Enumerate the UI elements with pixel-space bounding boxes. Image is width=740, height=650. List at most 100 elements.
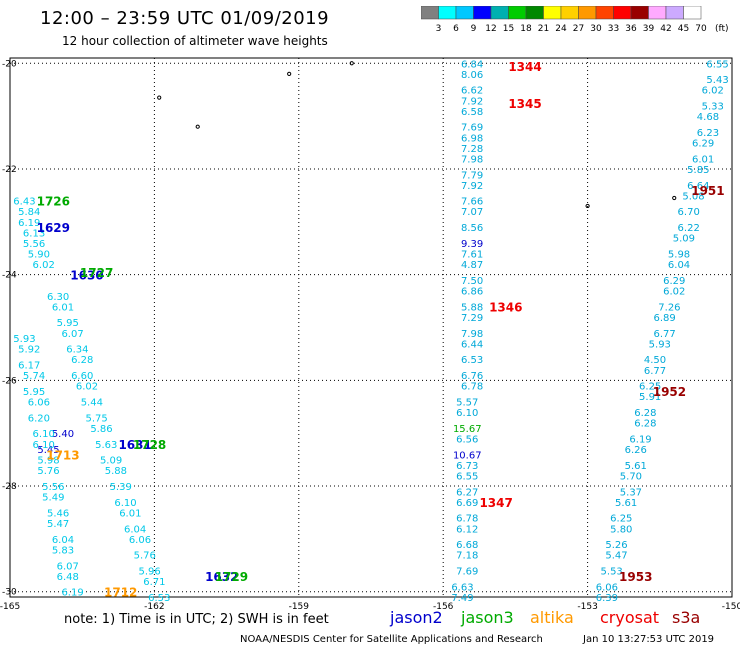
pass-id-label: 1952 (653, 385, 686, 399)
color-scale-bar: 3 6 9 12 15 18 21 24 27 30 33 36 39 42 45 70 (ft) (421, 6, 729, 34)
swh-value-label: 6.28 (71, 355, 93, 366)
colorbar-tick-label: 45 (678, 24, 689, 34)
swh-value-label: 5.40 (52, 429, 74, 440)
swh-value-label: 6.71 (143, 577, 165, 588)
swh-value-label: 6.01 (692, 154, 714, 165)
swh-value-label: 6.07 (57, 561, 79, 572)
swh-value-label: 6.58 (461, 107, 483, 118)
legend-altika: altika (530, 608, 574, 627)
swh-value-label: 5.45 (37, 445, 59, 456)
swh-value-label: 5.98 (668, 250, 690, 261)
colorbar-tick-label: 18 (520, 24, 532, 34)
colorbar-tick-label: 21 (538, 24, 549, 34)
swh-value-label: 5.56 (23, 239, 45, 250)
swh-value-label: 6.63 (451, 582, 473, 593)
swh-value-label: 6.10 (33, 440, 55, 451)
swh-value-label: 5.57 (456, 397, 478, 408)
pass-id-label: 1629 (37, 221, 70, 235)
swh-value-label: 5.53 (601, 567, 623, 578)
x-tick-label: -159 (289, 602, 310, 610)
swh-value-label: 5.93 (649, 339, 671, 350)
x-tick-label: -150 (722, 602, 740, 610)
swh-value-label: 7.07 (461, 207, 483, 218)
swh-value-label: 5.74 (23, 371, 45, 382)
swh-value-label: 5.47 (605, 551, 627, 562)
swh-value-label: 5.85 (687, 165, 709, 176)
swh-value-label: 6.02 (702, 86, 724, 97)
swh-value-label: 6.78 (461, 382, 483, 393)
swh-value-label: 6.43 (13, 197, 35, 208)
island-marker (157, 95, 162, 100)
pass-id-label: 1727 (80, 266, 113, 280)
x-tick-label: -165 (0, 602, 20, 610)
colorbar-unit: (ft) (715, 24, 729, 34)
swh-value-label: 5.93 (13, 334, 35, 345)
note-text: note: 1) Time is in UTC; 2) SWH is in fe… (64, 612, 329, 627)
swh-value-label: 6.28 (634, 419, 656, 430)
island-marker (672, 195, 677, 201)
legend-s3a: s3a (672, 608, 701, 627)
swh-value-label: 6.02 (33, 260, 55, 271)
swh-value-label: 5.91 (639, 392, 661, 403)
x-tick-label: -153 (577, 602, 597, 610)
swh-value-label: 6.48 (57, 572, 79, 583)
swh-value-label: 5.96 (138, 567, 160, 578)
swh-value-label: 6.76 (461, 371, 483, 382)
swh-value-label: 6.01 (119, 508, 141, 519)
pass-id-label: 1344 (508, 60, 541, 74)
swh-value-label: 6.25 (639, 382, 661, 393)
swh-value-label: 8.06 (461, 70, 483, 81)
pass-id-label: 1346 (489, 300, 522, 314)
pass-id-label: 1953 (619, 570, 652, 584)
pass-id-label: 1726 (37, 195, 70, 209)
swh-value-label: 7.92 (461, 181, 483, 192)
swh-value-label: 6.06 (28, 397, 50, 408)
colorbar-tick-label: 36 (625, 24, 637, 34)
swh-value-label: 6.62 (461, 86, 483, 97)
swh-value-label: 6.55 (456, 471, 478, 482)
swh-value-label: 4.68 (697, 112, 719, 123)
colorbar-tick-label: 6 (453, 24, 459, 34)
swh-value-label: 5.75 (86, 413, 108, 424)
swh-value-label: 6.39 (596, 593, 618, 604)
swh-value-label: 6.06 (129, 535, 151, 546)
swh-value-label: 7.98 (461, 154, 483, 165)
swh-value-label: 7.18 (456, 551, 478, 562)
swh-value-label: 10.67 (453, 450, 482, 461)
island-marker (585, 203, 590, 209)
swh-value-label: 6.55 (706, 59, 728, 70)
swh-value-label: 5.95 (57, 318, 79, 329)
swh-value-label: 5.76 (37, 466, 59, 477)
swh-value-label: 6.10 (33, 429, 55, 440)
swh-value-label: 6.12 (456, 524, 478, 535)
swh-value-label: 6.77 (644, 366, 666, 377)
swh-value-label: 7.49 (451, 593, 473, 604)
swh-value-label: 6.19 (629, 434, 651, 445)
swh-value-label: 6.01 (52, 302, 74, 313)
swh-value-label: 5.09 (673, 234, 695, 245)
swh-value-label: 7.98 (461, 329, 483, 340)
page-subtitle: 12 hour collection of altimeter wave hei… (62, 34, 328, 48)
swh-value-label: 6.29 (663, 276, 685, 287)
credit-text: NOAA/NESDIS Center for Satellite Applica… (240, 634, 543, 645)
altimeter-map-chart: -165 -162 -159 -156 -153 -150 -20 -22 -24 -26 -28 -… (0, 57, 740, 610)
swh-value-label: 8.56 (461, 223, 483, 234)
swh-value-label: 6.34 (66, 345, 88, 356)
swh-value-label: 6.04 (52, 535, 74, 546)
swh-value-label: 5.80 (610, 524, 632, 535)
y-tick-label: -20 (2, 59, 17, 69)
swh-value-label: 5.44 (81, 397, 103, 408)
swh-value-label: 6.19 (61, 588, 83, 599)
pass-id-label: 1951 (691, 184, 724, 198)
pass-id-label: 1632 (205, 570, 238, 584)
swh-value-label: 6.30 (47, 292, 69, 303)
swh-value-label: 6.89 (653, 313, 675, 324)
swh-value-label: 5.92 (18, 345, 40, 356)
legend-jason3: jason3 (461, 608, 514, 627)
swh-value-label: 5.88 (461, 302, 483, 313)
swh-value-label: 6.26 (625, 445, 647, 456)
plot-frame (9, 57, 733, 598)
page-title: 12:00 – 23:59 UTC 01/09/2019 (40, 8, 330, 29)
swh-value-label: 6.22 (678, 223, 700, 234)
swh-value-label: 4.87 (461, 260, 483, 271)
